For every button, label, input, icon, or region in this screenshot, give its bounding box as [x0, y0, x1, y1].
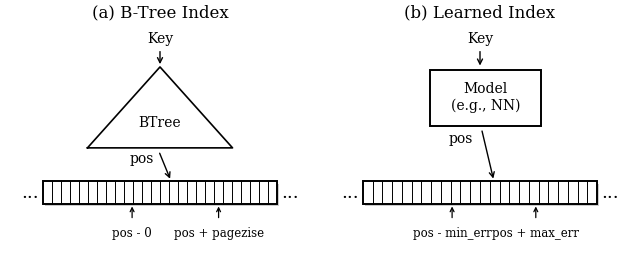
Text: pos + pagezise: pos + pagezise: [173, 227, 264, 240]
Text: pos - min_err: pos - min_err: [413, 227, 492, 240]
Text: ...: ...: [342, 184, 359, 201]
Bar: [363, 181, 597, 204]
Bar: [45, 184, 280, 206]
Text: pos - 0: pos - 0: [112, 227, 152, 240]
Bar: [43, 181, 277, 204]
Text: ...: ...: [281, 184, 298, 201]
Text: pos + max_err: pos + max_err: [492, 227, 579, 240]
Text: pos: pos: [448, 133, 473, 146]
Text: Model
(e.g., NN): Model (e.g., NN): [451, 82, 520, 113]
Text: Key: Key: [147, 32, 173, 46]
Text: BTree: BTree: [139, 116, 181, 130]
Bar: [430, 70, 541, 126]
Text: (b) Learned Index: (b) Learned Index: [404, 4, 556, 21]
Text: (a) B-Tree Index: (a) B-Tree Index: [92, 4, 228, 21]
Text: Key: Key: [467, 32, 493, 46]
Text: ...: ...: [22, 184, 39, 201]
Text: ...: ...: [601, 184, 618, 201]
Bar: [365, 184, 600, 206]
Text: pos: pos: [130, 152, 154, 166]
